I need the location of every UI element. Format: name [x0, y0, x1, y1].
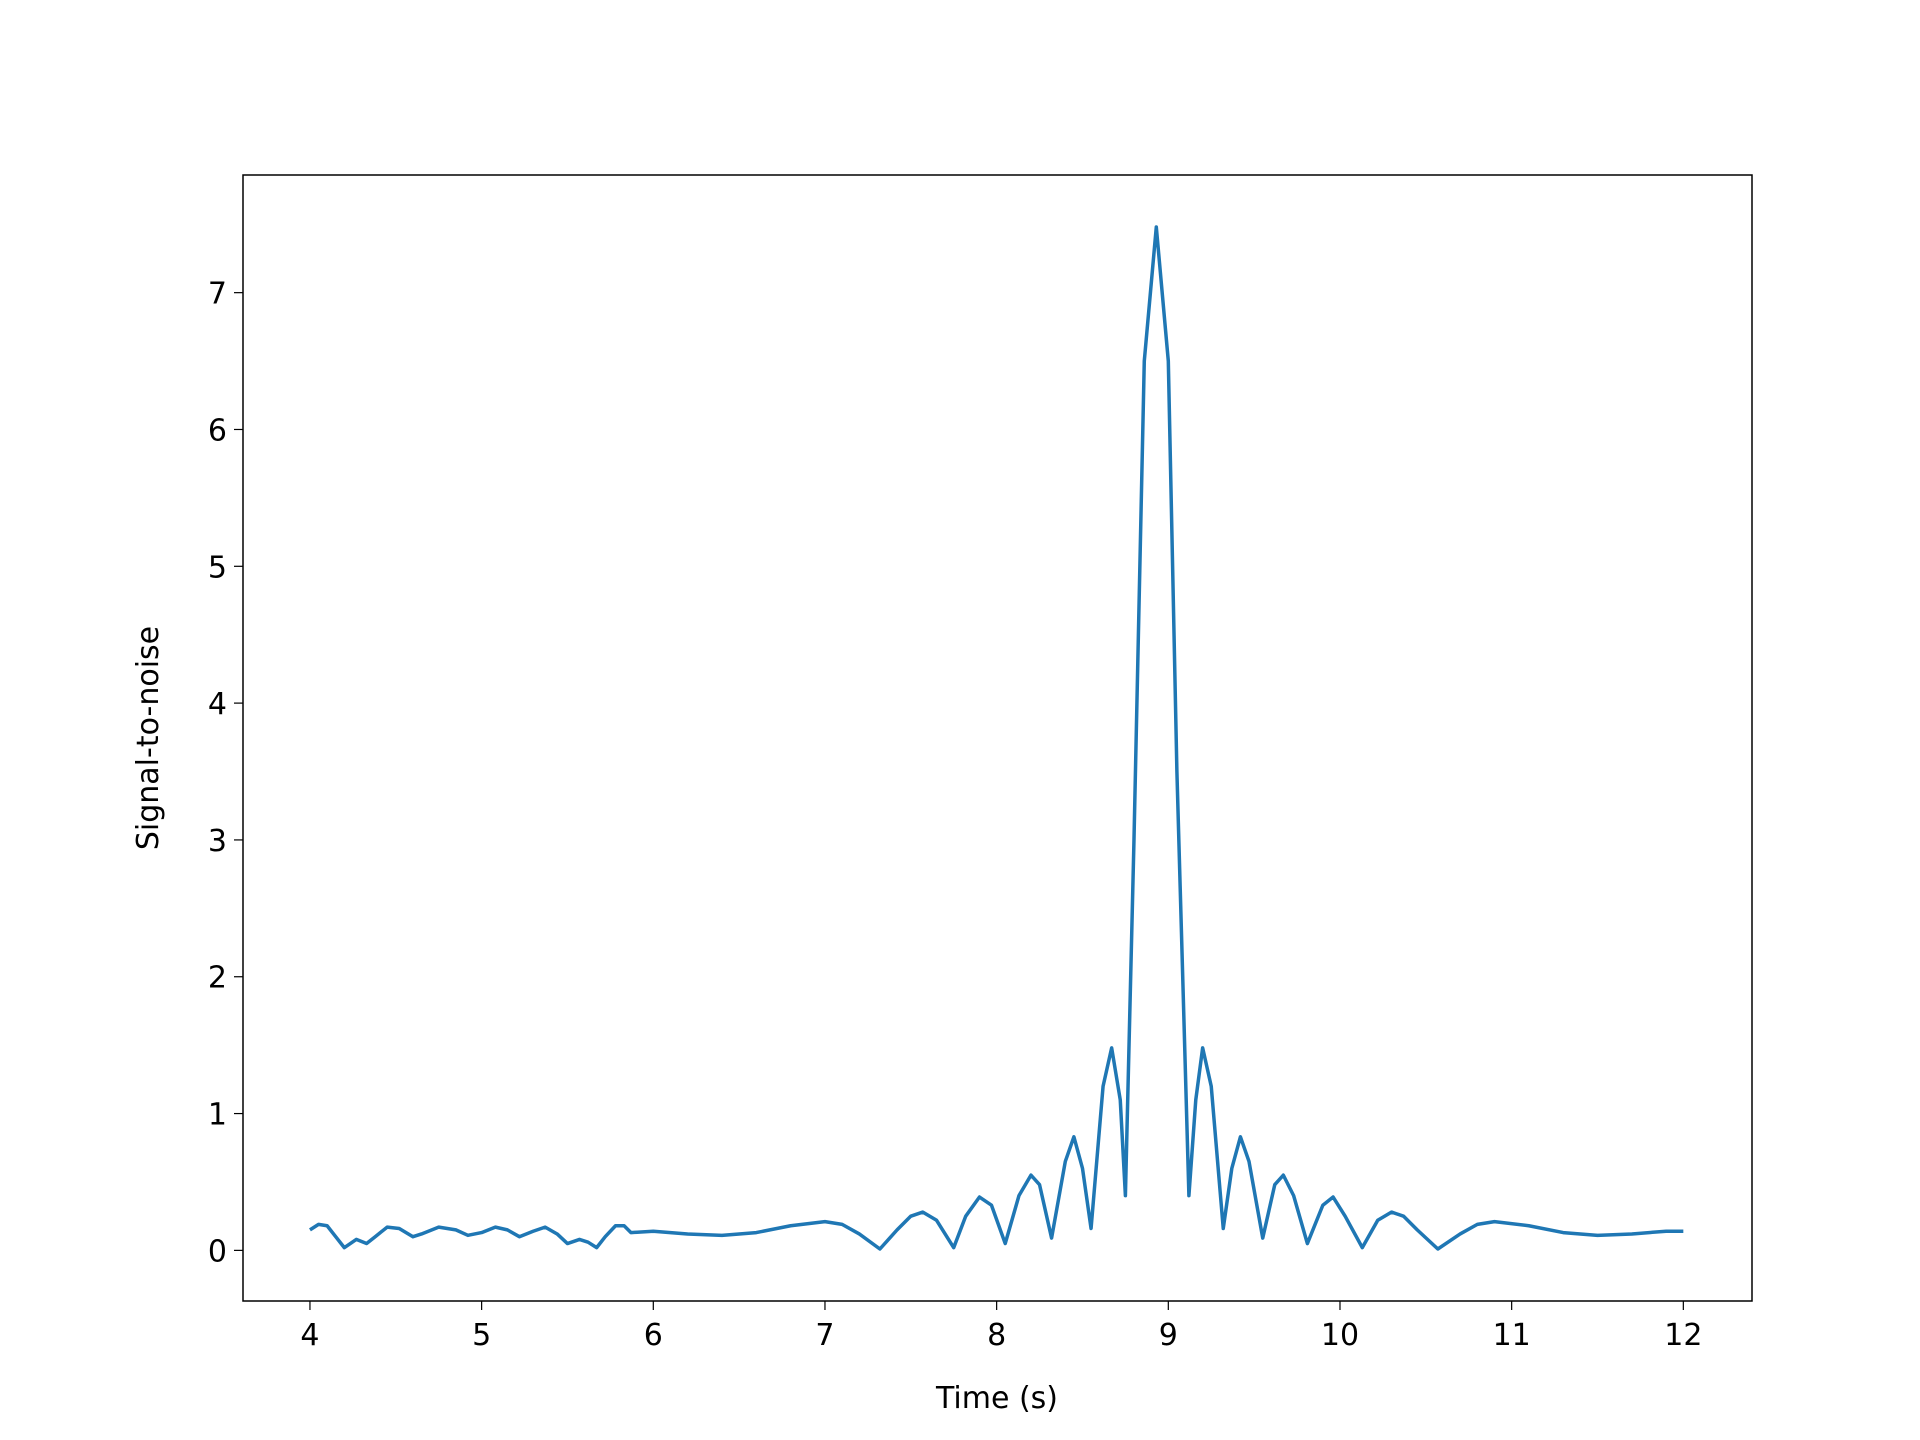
y-tick-label: 5 — [208, 550, 227, 585]
x-tick-label: 8 — [987, 1318, 1006, 1353]
y-tick-label: 6 — [208, 413, 227, 448]
plot-frame — [242, 174, 1753, 1302]
x-tick-label: 11 — [1493, 1318, 1531, 1353]
line — [309, 225, 1684, 1251]
y-tick-label: 1 — [208, 1098, 227, 1133]
x-tick-label: 4 — [300, 1318, 319, 1353]
y-tick-label: 2 — [208, 961, 227, 996]
x-tick-label: 12 — [1664, 1318, 1702, 1353]
x-tick-label: 5 — [472, 1318, 491, 1353]
x-tick-label: 10 — [1321, 1318, 1359, 1353]
x-tick-label: 9 — [1159, 1318, 1178, 1353]
y-tick-label: 3 — [208, 824, 227, 859]
x-tick-label: 6 — [644, 1318, 663, 1353]
y-axis-label: Signal-to-noise — [131, 626, 166, 850]
x-axis-label: Time (s) — [935, 1381, 1058, 1416]
y-tick-label: 0 — [208, 1234, 227, 1269]
y-tick-label: 4 — [208, 687, 227, 722]
x-tick-label: 7 — [815, 1318, 834, 1353]
y-tick-label: 7 — [208, 277, 227, 312]
